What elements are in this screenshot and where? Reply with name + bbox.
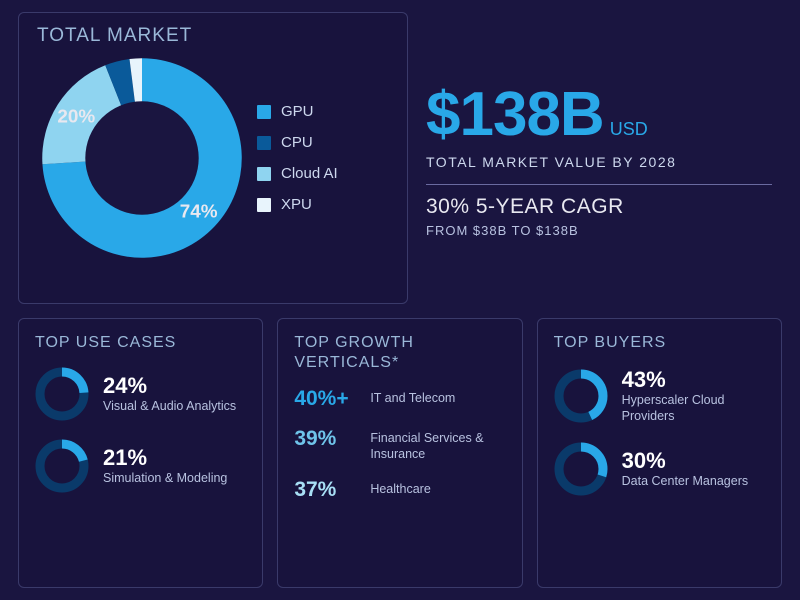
metric-row: 24% Visual & Audio Analytics [35, 367, 246, 421]
legend-item: CPU [257, 134, 338, 151]
divider [426, 184, 772, 185]
growth-row: 40%+ IT and Telecom [294, 387, 505, 411]
growth-pct: 37% [294, 478, 358, 502]
metric-label: Hyperscaler Cloud Providers [622, 393, 765, 424]
total-market-panel: TOTAL MARKET 74% 20% GPU CPU Cloud AI XPU [18, 12, 408, 304]
headline-value: $138B [426, 79, 604, 150]
donut-slice-label: 20% [57, 107, 95, 128]
metric-label: Data Center Managers [622, 474, 748, 490]
metric-row: 43% Hyperscaler Cloud Providers [554, 367, 765, 424]
metric-text: 43% Hyperscaler Cloud Providers [622, 367, 765, 424]
progress-ring-icon [554, 442, 608, 496]
legend-label: CPU [281, 134, 313, 151]
legend-label: XPU [281, 196, 312, 213]
metric-text: 24% Visual & Audio Analytics [103, 373, 236, 415]
growth-label: IT and Telecom [370, 387, 455, 407]
donut-slice-label: 74% [180, 202, 218, 223]
growth-row: 37% Healthcare [294, 478, 505, 502]
donut-legend: GPU CPU Cloud AI XPU [257, 103, 338, 213]
buyers-title: TOP BUYERS [554, 333, 765, 353]
legend-item: XPU [257, 196, 338, 213]
legend-item: GPU [257, 103, 338, 120]
metric-label: Simulation & Modeling [103, 471, 227, 487]
legend-label: Cloud AI [281, 165, 338, 182]
cagr-sub: FROM $38B TO $138B [426, 223, 772, 238]
growth-verticals-panel: TOP GROWTH VERTICALS* 40%+ IT and Teleco… [277, 318, 522, 588]
legend-swatch [257, 198, 271, 212]
metric-text: 30% Data Center Managers [622, 448, 748, 490]
legend-label: GPU [281, 103, 314, 120]
growth-title: TOP GROWTH VERTICALS* [294, 333, 505, 373]
progress-ring-icon [35, 367, 89, 421]
growth-pct: 39% [294, 427, 358, 451]
growth-label: Financial Services & Insurance [370, 427, 505, 462]
legend-swatch [257, 167, 271, 181]
metric-pct: 21% [103, 445, 227, 471]
metric-pct: 43% [622, 367, 765, 393]
legend-item: Cloud AI [257, 165, 338, 182]
growth-pct: 40%+ [294, 387, 358, 411]
total-market-title: TOTAL MARKET [37, 25, 395, 47]
metric-pct: 24% [103, 373, 236, 399]
cagr-line: 30% 5-YEAR CAGR [426, 195, 772, 219]
legend-swatch [257, 136, 271, 150]
use-cases-title: TOP USE CASES [35, 333, 246, 353]
headline-subhead: TOTAL MARKET VALUE BY 2028 [426, 154, 772, 170]
metric-text: 21% Simulation & Modeling [103, 445, 227, 487]
metric-row: 21% Simulation & Modeling [35, 439, 246, 493]
progress-ring-icon [35, 439, 89, 493]
metric-label: Visual & Audio Analytics [103, 399, 236, 415]
growth-label: Healthcare [370, 478, 430, 498]
legend-swatch [257, 105, 271, 119]
buyers-panel: TOP BUYERS 43% Hyperscaler Cloud Provide… [537, 318, 782, 588]
headline-unit: USD [610, 119, 648, 140]
market-donut-chart: 74% 20% [37, 53, 247, 263]
growth-row: 39% Financial Services & Insurance [294, 427, 505, 462]
metric-pct: 30% [622, 448, 748, 474]
headline-stats: $138B USD TOTAL MARKET VALUE BY 2028 30%… [408, 12, 782, 304]
use-cases-panel: TOP USE CASES 24% Visual & Audio Analyti… [18, 318, 263, 588]
progress-ring-icon [554, 369, 608, 423]
metric-row: 30% Data Center Managers [554, 442, 765, 496]
